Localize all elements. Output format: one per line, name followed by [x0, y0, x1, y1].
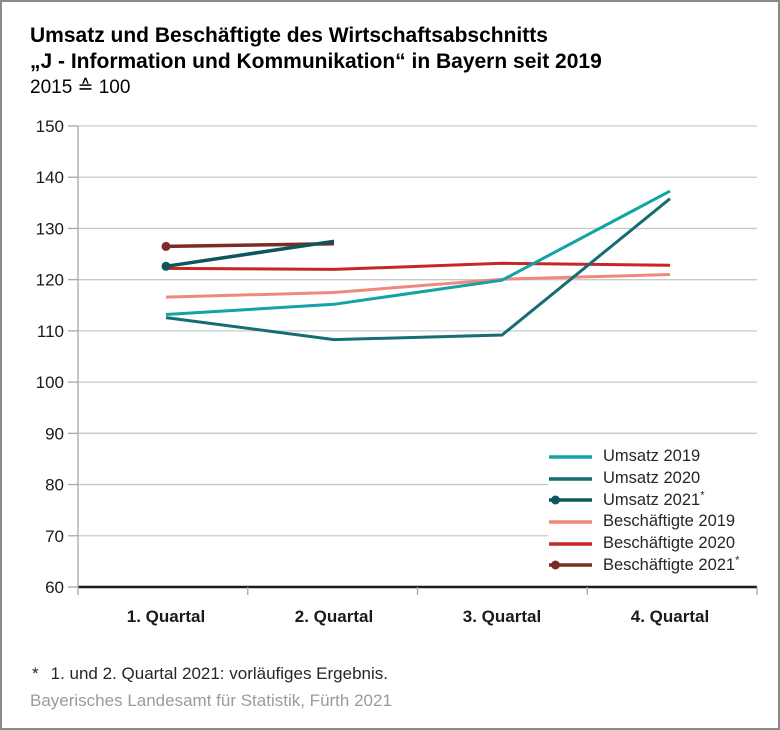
series-marker-umsatz-2021	[161, 261, 171, 271]
y-axis-label-140: 140	[36, 168, 64, 187]
footnote-text: 1. und 2. Quartal 2021: vorläufiges Erge…	[50, 664, 389, 683]
series-line-umsatz-2021	[165, 239, 335, 269]
legend-marker-beschaeftigte-2021	[551, 560, 560, 570]
legend-item-beschaeftigte-2021: Beschäftigte 2021*	[548, 554, 760, 576]
series-marker-beschaeftigte-2021	[161, 241, 171, 251]
series-line-beschaeftigte-2020	[165, 261, 671, 271]
footnote: * 1. und 2. Quartal 2021: vorläufiges Erg…	[32, 664, 388, 684]
y-axis-label-110: 110	[37, 322, 64, 341]
chart-title-line2: „J - Information und Kommunikation“ in B…	[30, 50, 602, 73]
legend-label-asterisk: *	[735, 554, 740, 567]
legend-item-umsatz-2019: Umsatz 2019	[548, 446, 760, 468]
legend-swatch-beschaeftigte-2019	[549, 520, 592, 524]
y-axis-label-80: 80	[45, 476, 64, 495]
chart-legend: Umsatz 2019 Umsatz 2020 Umsatz 2021* Beschä…	[548, 446, 760, 577]
legend-marker-umsatz-2021	[551, 495, 560, 505]
legend-label-umsatz-2021: Umsatz 2021*	[603, 489, 705, 509]
series-line-umsatz-2019	[165, 189, 671, 316]
y-axis-label-70: 70	[45, 527, 64, 546]
legend-item-umsatz-2021: Umsatz 2021*	[548, 489, 760, 511]
legend-swatch-umsatz-2021	[549, 495, 592, 505]
legend-label-umsatz-2020: Umsatz 2020	[603, 469, 701, 488]
legend-label-beschaeftigte-2021: Beschäftigte 2021*	[603, 554, 740, 574]
legend-label-asterisk: *	[700, 489, 705, 502]
legend-swatch-umsatz-2019	[549, 455, 592, 459]
x-axis-label-2-quartal: 2. Quartal	[295, 607, 373, 626]
x-axis-label-4-quartal: 4. Quartal	[631, 607, 709, 626]
series-line-umsatz-2020	[165, 197, 671, 342]
series-line-beschaeftigte-2019	[165, 273, 671, 299]
y-axis-label-60: 60	[45, 578, 64, 597]
y-axis-label-150: 150	[36, 117, 64, 136]
chart-unit-note: 2015 ≙ 100	[30, 77, 131, 98]
legend-item-umsatz-2020: Umsatz 2020	[548, 468, 760, 490]
source-credit: Bayerisches Landesamt für Statistik, Für…	[30, 691, 392, 710]
legend-swatch-beschaeftigte-2020	[549, 541, 592, 546]
y-axis-label-120: 120	[36, 271, 64, 290]
legend-item-beschaeftigte-2019: Beschäftigte 2019	[548, 511, 760, 533]
y-axis-label-130: 130	[36, 219, 64, 238]
legend-label-beschaeftigte-2019: Beschäftigte 2019	[603, 512, 736, 531]
legend-item-beschaeftigte-2020: Beschäftigte 2020	[548, 533, 760, 555]
legend-swatch-beschaeftigte-2021	[549, 560, 592, 570]
y-axis-label-90: 90	[45, 424, 64, 443]
chart-title-line1: Umsatz und Beschäftigte des Wirtschaftsa…	[30, 24, 548, 47]
footnote-asterisk: *	[32, 664, 39, 683]
legend-label-beschaeftigte-2020: Beschäftigte 2020	[603, 534, 736, 553]
y-axis-label-100: 100	[36, 373, 64, 392]
x-axis-label-3-quartal: 3. Quartal	[463, 607, 541, 626]
chart-header: Umsatz und Beschäftigte des Wirtschaftsa…	[30, 23, 602, 101]
legend-swatch-umsatz-2020	[549, 476, 592, 481]
legend-label-umsatz-2019: Umsatz 2019	[603, 447, 701, 466]
x-axis-label-1-quartal: 1. Quartal	[127, 607, 205, 626]
